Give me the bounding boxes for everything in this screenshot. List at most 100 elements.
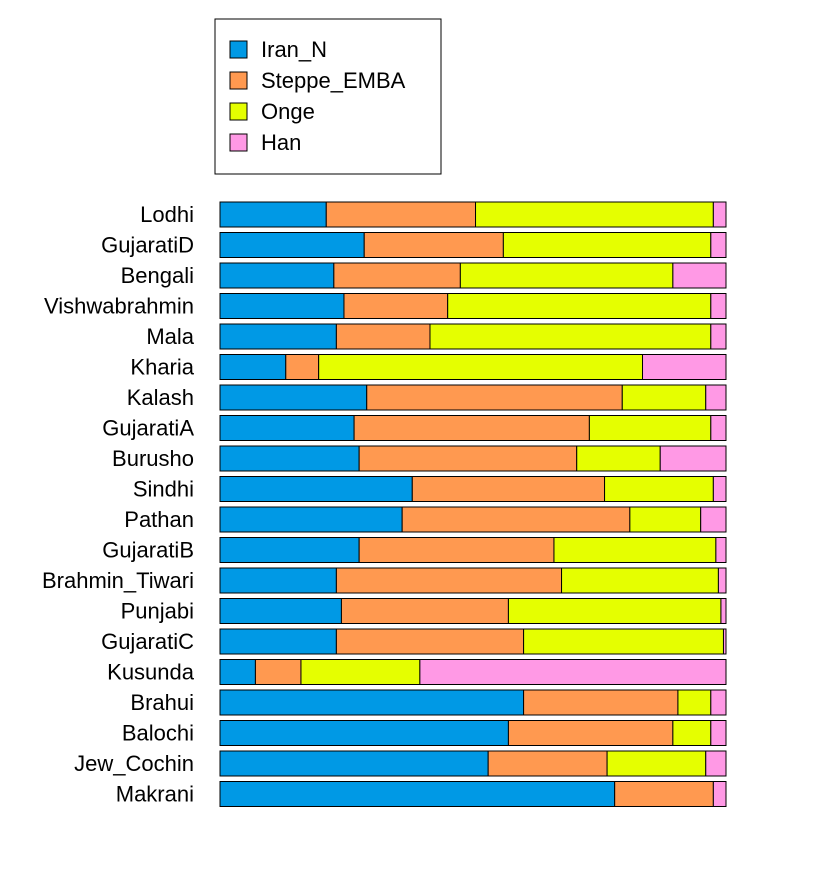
bar-segment-steppe-emba <box>523 689 679 716</box>
bar-segment-steppe-emba <box>335 567 563 594</box>
category-label: Pathan <box>124 507 194 532</box>
bar-segment-onge <box>604 476 714 502</box>
bar-segment-onge <box>621 384 707 411</box>
category-label: Lodhi <box>140 202 194 227</box>
bar-segment-steppe-emba <box>487 750 608 777</box>
legend-swatch-steppe-emba <box>229 71 248 90</box>
category-label: GujaratiC <box>101 629 194 654</box>
bar-segment-iran-n <box>219 689 525 716</box>
bar-segment-han <box>642 354 727 380</box>
category-label: Punjabi <box>121 599 194 624</box>
bar-segment-han <box>659 445 727 472</box>
category-label: Bengali <box>121 263 194 288</box>
bar-segment-onge <box>459 262 674 289</box>
category-label: Brahmin_Tiwari <box>42 568 194 593</box>
category-label: Sindhi <box>133 477 194 502</box>
bar-segment-han <box>700 506 727 533</box>
bar-segment-han <box>717 567 727 594</box>
category-label: GujaratiA <box>102 416 194 441</box>
category-label: Makrani <box>116 782 194 807</box>
category-label: Mala <box>146 324 194 349</box>
bar-segment-steppe-emba <box>507 720 674 746</box>
bar-segment-iran-n <box>219 323 337 350</box>
legend-label-steppe-emba: Steppe_EMBA <box>261 68 406 93</box>
category-labels: Lodhi GujaratiD Bengali Vishwabrahmin Mala Kh… <box>42 202 195 807</box>
category-label: Kharia <box>130 355 194 380</box>
bar-segment-onge <box>553 537 717 563</box>
category-label: Jew_Cochin <box>74 751 194 776</box>
bar-segment-han <box>705 750 727 777</box>
bar-segment-iran-n <box>219 415 355 441</box>
bars <box>219 201 727 807</box>
bar-segment-steppe-emba <box>333 262 461 289</box>
bar-segment-han <box>712 781 727 807</box>
bar-segment-han <box>419 659 727 685</box>
bar-segment-iran-n <box>219 781 616 807</box>
bar-segment-onge <box>629 506 702 533</box>
legend-swatch-iran-n <box>229 40 248 59</box>
category-label: Kusunda <box>107 660 195 685</box>
bar-segment-steppe-emba <box>285 354 320 380</box>
bar-segment-iran-n <box>219 659 256 685</box>
bar-segment-steppe-emba <box>335 628 525 655</box>
bar-segment-iran-n <box>219 354 287 380</box>
bar-segment-steppe-emba <box>254 659 302 685</box>
bar-segment-onge <box>429 323 712 350</box>
bar-segment-onge <box>576 445 661 472</box>
bar-segment-han <box>722 628 727 655</box>
bar-segment-steppe-emba <box>358 537 555 563</box>
bar-segment-steppe-emba <box>325 201 477 228</box>
category-label: Vishwabrahmin <box>44 294 194 319</box>
bar-segment-iran-n <box>219 445 360 472</box>
bar-segment-steppe-emba <box>363 232 504 258</box>
bar-segment-han <box>710 720 727 746</box>
bar-segment-onge <box>447 293 712 319</box>
bar-segment-han <box>710 689 727 716</box>
bar-segment-han <box>672 262 727 289</box>
bar-segment-onge <box>318 354 644 380</box>
bar-segment-onge <box>606 750 707 777</box>
legend-label-onge: Onge <box>261 99 315 124</box>
bar-segment-iran-n <box>219 506 403 533</box>
bar-segment-steppe-emba <box>353 415 590 441</box>
legend: Iran_N Steppe_EMBA Onge Han <box>214 18 442 175</box>
bar-segment-iran-n <box>219 262 335 289</box>
category-label: Balochi <box>122 721 194 746</box>
bar-segment-onge <box>677 689 712 716</box>
bar-segment-iran-n <box>219 537 360 563</box>
bar-segment-iran-n <box>219 232 365 258</box>
bar-segment-onge <box>300 659 421 685</box>
bar-segment-onge <box>561 567 719 594</box>
bar-segment-steppe-emba <box>614 781 714 807</box>
category-label: GujaratiB <box>102 538 194 563</box>
bar-segment-steppe-emba <box>335 323 431 350</box>
bar-segment-onge <box>502 232 712 258</box>
bar-segment-han <box>710 323 727 350</box>
bar-segment-han <box>710 232 727 258</box>
bar-segment-steppe-emba <box>411 476 606 502</box>
bar-segment-onge <box>588 415 712 441</box>
bar-segment-han <box>715 537 727 563</box>
bar-segment-han <box>720 598 727 624</box>
bar-segment-han <box>712 201 727 228</box>
bar-segment-han <box>712 476 727 502</box>
bar-segment-iran-n <box>219 384 368 411</box>
bar-segment-onge <box>507 598 722 624</box>
legend-box <box>214 18 442 175</box>
bar-segment-onge <box>672 720 712 746</box>
bar-segment-steppe-emba <box>401 506 631 533</box>
legend-swatch-onge <box>229 102 248 121</box>
bar-segment-iran-n <box>219 476 413 502</box>
bar-segment-han <box>710 415 727 441</box>
bar-segment-onge <box>523 628 724 655</box>
bar-segment-han <box>710 293 727 319</box>
bar-segment-iran-n <box>219 293 345 319</box>
bar-segment-iran-n <box>219 567 337 594</box>
legend-label-han: Han <box>261 130 301 155</box>
bar-segment-han <box>705 384 727 411</box>
bar-segment-steppe-emba <box>340 598 509 624</box>
legend-swatch-han <box>229 133 248 152</box>
bar-segment-steppe-emba <box>366 384 623 411</box>
bar-segment-iran-n <box>219 720 509 746</box>
